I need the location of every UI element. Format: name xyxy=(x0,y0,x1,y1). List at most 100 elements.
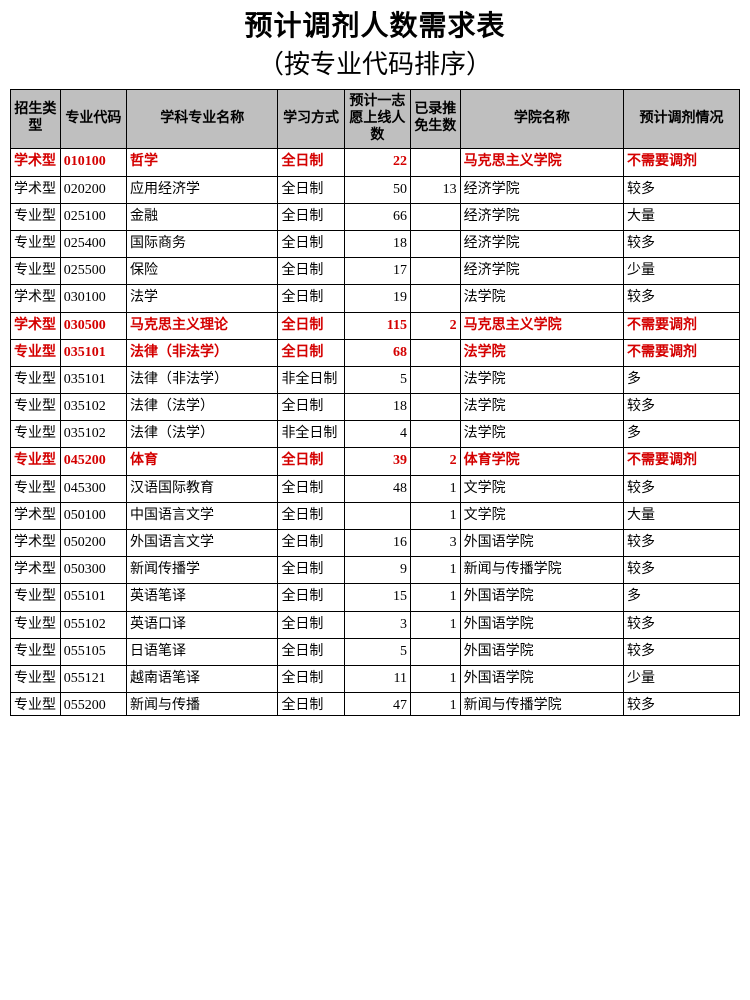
title-line-2: （按专业代码排序） xyxy=(10,44,740,81)
cell-major: 法学 xyxy=(126,285,277,312)
cell-adjust: 较多 xyxy=(623,530,739,557)
cell-code: 025500 xyxy=(60,258,126,285)
cell-code: 035101 xyxy=(60,339,126,366)
cell-adjust: 大量 xyxy=(623,203,739,230)
cell-major: 英语口译 xyxy=(126,611,277,638)
cell-code: 025400 xyxy=(60,230,126,257)
cell-code: 050200 xyxy=(60,530,126,557)
cell-exempt xyxy=(410,258,460,285)
cell-adjust: 多 xyxy=(623,421,739,448)
cell-study: 全日制 xyxy=(278,693,344,716)
table-row: 专业型055102英语口译全日制31外国语学院较多 xyxy=(11,611,740,638)
cell-college: 外国语学院 xyxy=(460,530,623,557)
table-row: 专业型035102法律（法学）非全日制4法学院多 xyxy=(11,421,740,448)
cell-college: 外国语学院 xyxy=(460,584,623,611)
table-row: 专业型035101法律（非法学）非全日制5法学院多 xyxy=(11,366,740,393)
table-body: 学术型010100哲学全日制22马克思主义学院不需要调剂学术型020200应用经… xyxy=(11,149,740,716)
cell-study: 全日制 xyxy=(278,176,344,203)
cell-exempt xyxy=(410,285,460,312)
cell-code: 045200 xyxy=(60,448,126,475)
cell-exempt: 1 xyxy=(410,502,460,529)
cell-type: 专业型 xyxy=(11,258,61,285)
cell-college: 经济学院 xyxy=(460,176,623,203)
table-row: 学术型050100中国语言文学全日制1文学院大量 xyxy=(11,502,740,529)
cell-college: 经济学院 xyxy=(460,230,623,257)
cell-college: 法学院 xyxy=(460,421,623,448)
cell-type: 专业型 xyxy=(11,394,61,421)
cell-study: 全日制 xyxy=(278,203,344,230)
table-header-row: 招生类型 专业代码 学科专业名称 学习方式 预计一志愿上线人数 已录推免生数 学… xyxy=(11,90,740,149)
cell-type: 学术型 xyxy=(11,285,61,312)
cell-exempt xyxy=(410,203,460,230)
cell-college: 文学院 xyxy=(460,475,623,502)
cell-adjust: 少量 xyxy=(623,665,739,692)
cell-adjust: 多 xyxy=(623,366,739,393)
cell-type: 专业型 xyxy=(11,611,61,638)
table-row: 专业型055121越南语笔译全日制111外国语学院少量 xyxy=(11,665,740,692)
cell-exempt: 1 xyxy=(410,693,460,716)
th-type: 招生类型 xyxy=(11,90,61,149)
cell-study: 全日制 xyxy=(278,339,344,366)
cell-type: 专业型 xyxy=(11,475,61,502)
cell-first: 4 xyxy=(344,421,410,448)
cell-type: 学术型 xyxy=(11,557,61,584)
cell-exempt xyxy=(410,366,460,393)
cell-major: 英语笔译 xyxy=(126,584,277,611)
cell-study: 全日制 xyxy=(278,502,344,529)
cell-code: 055102 xyxy=(60,611,126,638)
cell-type: 专业型 xyxy=(11,230,61,257)
cell-college: 新闻与传播学院 xyxy=(460,557,623,584)
cell-first: 16 xyxy=(344,530,410,557)
cell-code: 050100 xyxy=(60,502,126,529)
cell-exempt: 1 xyxy=(410,584,460,611)
cell-adjust: 不需要调剂 xyxy=(623,339,739,366)
cell-major: 体育 xyxy=(126,448,277,475)
cell-first: 22 xyxy=(344,149,410,176)
cell-major: 汉语国际教育 xyxy=(126,475,277,502)
title-block: 预计调剂人数需求表 （按专业代码排序） xyxy=(10,0,740,89)
table-row: 学术型050300新闻传播学全日制91新闻与传播学院较多 xyxy=(11,557,740,584)
cell-code: 050300 xyxy=(60,557,126,584)
th-major: 学科专业名称 xyxy=(126,90,277,149)
cell-adjust: 较多 xyxy=(623,285,739,312)
cell-adjust: 较多 xyxy=(623,230,739,257)
cell-exempt: 1 xyxy=(410,665,460,692)
cell-adjust: 较多 xyxy=(623,176,739,203)
table-row: 专业型045200体育全日制392体育学院不需要调剂 xyxy=(11,448,740,475)
table-row: 学术型030500马克思主义理论全日制1152马克思主义学院不需要调剂 xyxy=(11,312,740,339)
cell-major: 中国语言文学 xyxy=(126,502,277,529)
cell-college: 外国语学院 xyxy=(460,638,623,665)
cell-major: 应用经济学 xyxy=(126,176,277,203)
table-row: 学术型030100法学全日制19法学院较多 xyxy=(11,285,740,312)
cell-code: 055200 xyxy=(60,693,126,716)
table-row: 专业型025400国际商务全日制18经济学院较多 xyxy=(11,230,740,257)
cell-major: 法律（非法学） xyxy=(126,339,277,366)
table-row: 专业型025100金融全日制66经济学院大量 xyxy=(11,203,740,230)
cell-major: 法律（非法学） xyxy=(126,366,277,393)
table-row: 专业型025500保险全日制17经济学院少量 xyxy=(11,258,740,285)
cell-first: 19 xyxy=(344,285,410,312)
cell-type: 专业型 xyxy=(11,638,61,665)
cell-type: 专业型 xyxy=(11,693,61,716)
cell-major: 哲学 xyxy=(126,149,277,176)
table-row: 专业型055105日语笔译全日制5外国语学院较多 xyxy=(11,638,740,665)
cell-code: 035101 xyxy=(60,366,126,393)
cell-adjust: 大量 xyxy=(623,502,739,529)
cell-major: 新闻与传播 xyxy=(126,693,277,716)
cell-code: 055105 xyxy=(60,638,126,665)
cell-major: 保险 xyxy=(126,258,277,285)
cell-adjust: 少量 xyxy=(623,258,739,285)
cell-major: 法律（法学） xyxy=(126,394,277,421)
cell-adjust: 不需要调剂 xyxy=(623,312,739,339)
cell-first: 66 xyxy=(344,203,410,230)
cell-adjust: 较多 xyxy=(623,611,739,638)
cell-exempt: 13 xyxy=(410,176,460,203)
cell-code: 045300 xyxy=(60,475,126,502)
cell-college: 法学院 xyxy=(460,394,623,421)
cell-code: 055121 xyxy=(60,665,126,692)
cell-college: 法学院 xyxy=(460,285,623,312)
th-study: 学习方式 xyxy=(278,90,344,149)
cell-exempt xyxy=(410,230,460,257)
cell-code: 055101 xyxy=(60,584,126,611)
cell-first: 5 xyxy=(344,638,410,665)
